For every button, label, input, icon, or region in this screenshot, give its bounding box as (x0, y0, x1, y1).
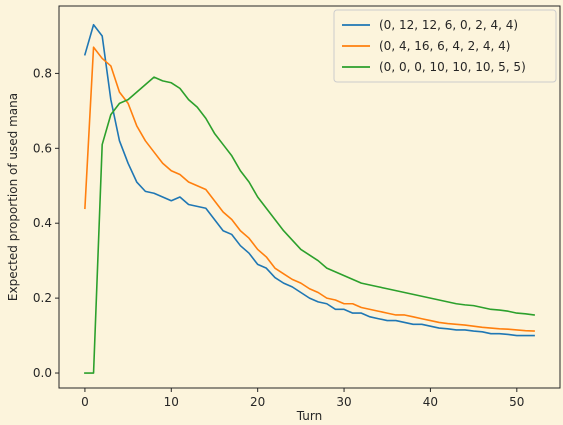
x-tick-label: 30 (336, 395, 351, 409)
series-line-1 (83, 23, 535, 337)
series-line-2 (84, 46, 535, 332)
legend-box (333, 9, 557, 83)
y-axis-label: Expected proportion of used mana (6, 93, 20, 301)
y-axis-ticks: 0.0 0.2 0.4 0.6 0.8 (33, 66, 59, 380)
y-tick-label: 0.4 (33, 216, 52, 230)
x-tick-label: 20 (250, 395, 265, 409)
x-tick-label: 10 (164, 395, 179, 409)
y-tick-label: 0.2 (33, 291, 52, 305)
series-lines (83, 23, 535, 374)
y-tick-label: 0.8 (33, 66, 52, 80)
x-tick-label: 40 (423, 395, 438, 409)
x-tick-label: 50 (509, 395, 524, 409)
y-tick-label: 0.0 (33, 366, 52, 380)
series-line-3 (84, 76, 535, 374)
y-tick-label: 0.6 (33, 141, 52, 155)
legend-entry: (0, 4, 16, 6, 4, 2, 4, 4) (379, 39, 510, 53)
legend: (0, 12, 12, 6, 0, 2, 4, 4) (0, 4, 16, 6, … (333, 9, 557, 83)
x-axis-label: Turn (296, 409, 322, 423)
x-axis-ticks: 0 10 20 30 40 50 (81, 388, 524, 409)
legend-entry: (0, 12, 12, 6, 0, 2, 4, 4) (379, 18, 518, 32)
x-tick-label: 0 (81, 395, 89, 409)
legend-entry: (0, 0, 0, 10, 10, 10, 5, 5) (379, 60, 526, 74)
